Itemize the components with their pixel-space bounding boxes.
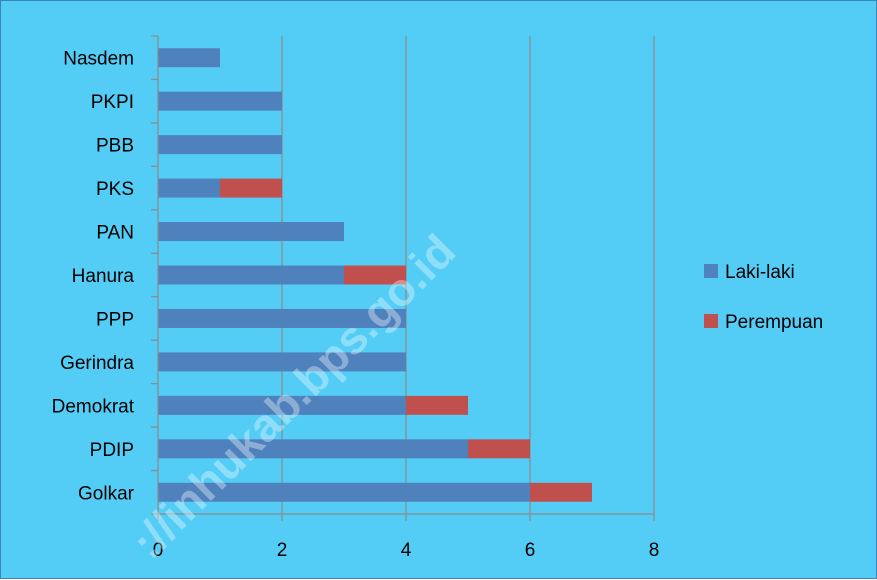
x-tick-label: 8 — [649, 540, 660, 561]
bar-laki-laki — [158, 135, 282, 155]
category-label: PKPI — [91, 92, 134, 113]
bar-laki-laki — [158, 222, 344, 242]
x-tick-label: 0 — [153, 540, 164, 561]
legend-swatch — [704, 264, 718, 278]
bar-perempuan — [344, 265, 406, 285]
x-tick-label: 6 — [525, 540, 536, 561]
bar-laki-laki — [158, 265, 344, 285]
category-label: Golkar — [78, 483, 135, 504]
bar-laki-laki — [158, 308, 406, 328]
category-label: PBB — [96, 136, 134, 157]
bar-perempuan — [468, 439, 530, 459]
x-tick-label: 4 — [401, 540, 412, 561]
legend: Laki-laki Perempuan — [704, 262, 823, 333]
legend-label: Perempuan — [725, 312, 823, 333]
bar-perempuan — [406, 395, 468, 415]
category-label: PKS — [96, 179, 134, 200]
bar-perempuan — [530, 482, 592, 502]
category-label: Gerindra — [60, 353, 134, 374]
axes — [151, 35, 655, 521]
legend-swatch — [704, 314, 718, 328]
category-label: PAN — [96, 223, 134, 244]
x-tick-labels: 0 2 4 6 8 — [153, 540, 660, 561]
bar-laki-laki — [158, 48, 220, 68]
bar-laki-laki — [158, 352, 406, 372]
bar-laki-laki — [158, 482, 530, 502]
category-label: Hanura — [72, 266, 135, 287]
bar-laki-laki — [158, 395, 406, 415]
legend-label: Laki-laki — [725, 262, 795, 283]
bar-perempuan — [220, 178, 282, 198]
category-label: PPP — [96, 309, 134, 330]
bar-laki-laki — [158, 91, 282, 111]
bars — [158, 48, 592, 502]
category-label: Demokrat — [52, 396, 135, 417]
category-label: PDIP — [90, 440, 134, 461]
category-label: Nasdem — [63, 49, 134, 70]
bar-laki-laki — [158, 178, 220, 198]
x-tick-label: 2 — [277, 540, 288, 561]
category-labels: Golkar PDIP Demokrat Gerindra PPP Hanura PAN PK… — [52, 49, 135, 505]
bar-laki-laki — [158, 439, 468, 459]
